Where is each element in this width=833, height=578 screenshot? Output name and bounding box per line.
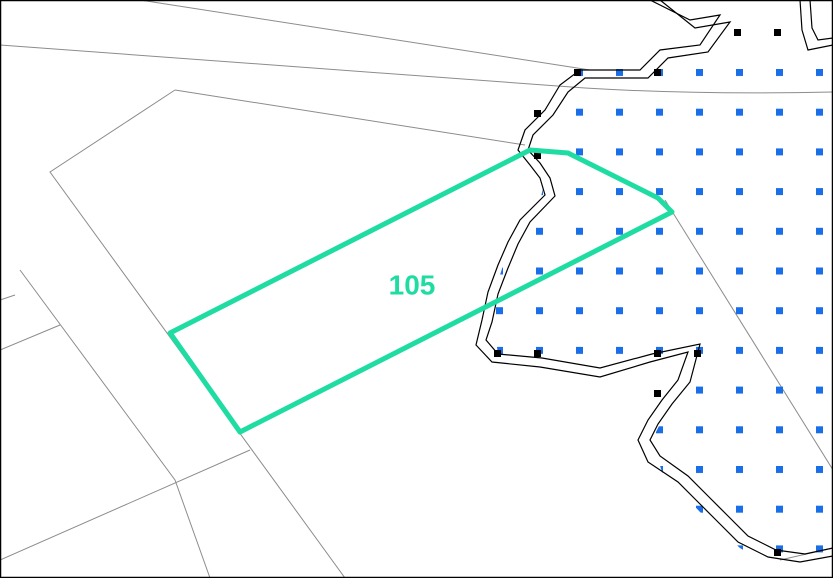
- coast-points: [494, 29, 781, 556]
- water-area: [492, 65, 833, 578]
- parcel-outline: [167, 147, 675, 435]
- parcel-label: 105: [389, 269, 436, 300]
